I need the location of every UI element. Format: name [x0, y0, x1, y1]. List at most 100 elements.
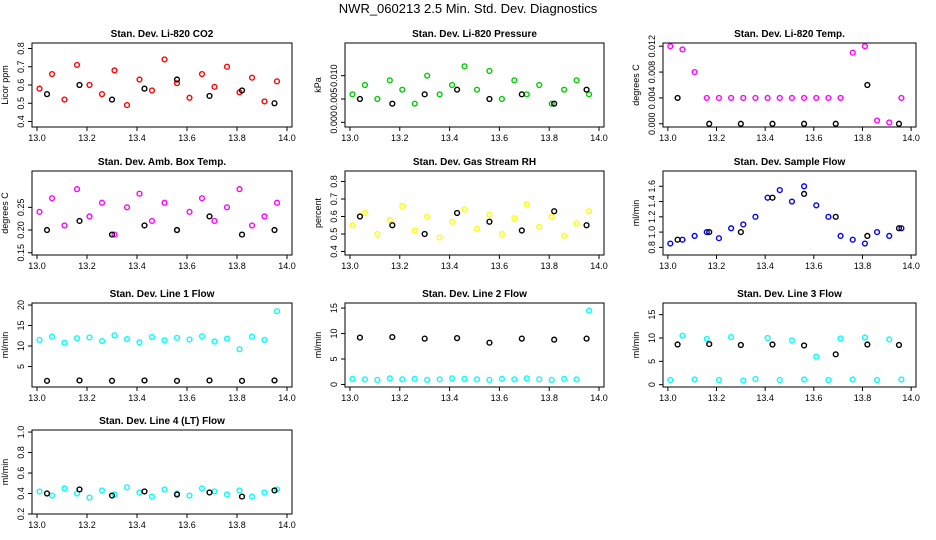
point: [421, 230, 428, 238]
point: [389, 334, 396, 341]
x-tick-label: 13.4: [128, 133, 146, 143]
point: [356, 334, 364, 341]
point: [825, 94, 832, 102]
point: [61, 485, 68, 492]
x-tick-label: 13.0: [659, 133, 677, 143]
x-tick-label: 13.4: [756, 261, 774, 271]
point: [386, 77, 393, 84]
point: [271, 377, 278, 384]
x-tick-label: 13.6: [805, 393, 823, 403]
point: [715, 376, 723, 384]
point: [448, 375, 456, 382]
y-tick-label: 0.8: [647, 241, 657, 254]
x-tick-label: 13.4: [128, 393, 146, 403]
point: [424, 376, 431, 383]
x-tick-label: 13.8: [540, 393, 558, 403]
point: [667, 43, 674, 50]
point: [111, 332, 118, 339]
y-tick-label: 1.4: [647, 195, 657, 208]
point: [43, 490, 51, 497]
point: [136, 190, 143, 197]
y-tick-label: 0: [647, 382, 657, 387]
x-tick-label: 14.0: [590, 393, 608, 403]
point: [498, 95, 505, 103]
point: [424, 213, 431, 220]
y-tick-label: 0.8: [16, 42, 26, 55]
point: [86, 334, 93, 341]
point: [76, 81, 83, 89]
point: [76, 217, 83, 225]
x-tick-label: 13.0: [341, 133, 359, 143]
point: [752, 375, 759, 383]
y-tick-label: 15: [16, 321, 26, 331]
y-tick-label: 1.0: [647, 226, 657, 239]
point: [141, 222, 148, 229]
point: [800, 94, 808, 102]
point: [583, 86, 590, 93]
point: [898, 94, 905, 102]
point: [461, 63, 468, 70]
point: [148, 217, 156, 225]
point: [141, 488, 148, 495]
point: [411, 227, 418, 234]
point: [800, 120, 808, 127]
point: [248, 493, 256, 500]
y-tick-label: 0.6: [329, 210, 339, 223]
point: [386, 375, 393, 382]
point: [551, 100, 558, 107]
point: [448, 81, 456, 89]
x-tick-label: 13.6: [178, 133, 196, 143]
point: [248, 222, 256, 229]
point: [728, 333, 735, 341]
point: [453, 86, 461, 93]
x-tick-label: 13.6: [178, 520, 196, 530]
point: [523, 91, 530, 98]
point: [161, 56, 168, 63]
point: [561, 232, 568, 239]
point: [173, 491, 181, 498]
point: [36, 336, 43, 343]
y-tick-label: 5: [329, 356, 339, 361]
point: [737, 341, 744, 349]
x-tick-label: 13.2: [78, 520, 96, 530]
panel-title: Stan. Dev. Line 3 Flow: [737, 289, 842, 300]
point: [206, 92, 213, 100]
point: [374, 95, 381, 103]
point: [361, 81, 369, 89]
point: [43, 226, 51, 234]
point: [356, 95, 364, 103]
y-axis-label: ml/min: [631, 200, 641, 227]
point: [800, 342, 808, 349]
point: [864, 341, 871, 348]
point: [223, 491, 231, 498]
point: [61, 222, 68, 229]
point: [356, 213, 364, 220]
point: [813, 202, 820, 209]
point: [374, 376, 381, 383]
y-tick-label: 0.8: [329, 175, 339, 188]
point: [73, 186, 81, 193]
point: [186, 492, 193, 499]
point: [715, 94, 723, 102]
point: [849, 376, 856, 383]
point: [236, 346, 243, 353]
point: [36, 85, 43, 92]
y-axis-label: degrees C: [631, 64, 641, 106]
x-tick-label: 13.2: [391, 393, 409, 403]
x-tick-label: 13.2: [391, 261, 409, 271]
point: [448, 218, 456, 225]
x-tick-label: 13.6: [491, 133, 509, 143]
point: [585, 307, 593, 314]
point: [86, 81, 93, 89]
point: [518, 227, 525, 234]
point: [674, 341, 681, 348]
point: [108, 377, 116, 384]
point: [271, 487, 278, 494]
point: [573, 376, 580, 383]
point: [76, 486, 83, 493]
point: [691, 68, 698, 76]
y-tick-label: 1.6: [647, 180, 657, 193]
x-tick-label: 14.0: [278, 261, 296, 271]
y-tick-label: 0.4: [16, 487, 26, 500]
point: [548, 100, 555, 107]
